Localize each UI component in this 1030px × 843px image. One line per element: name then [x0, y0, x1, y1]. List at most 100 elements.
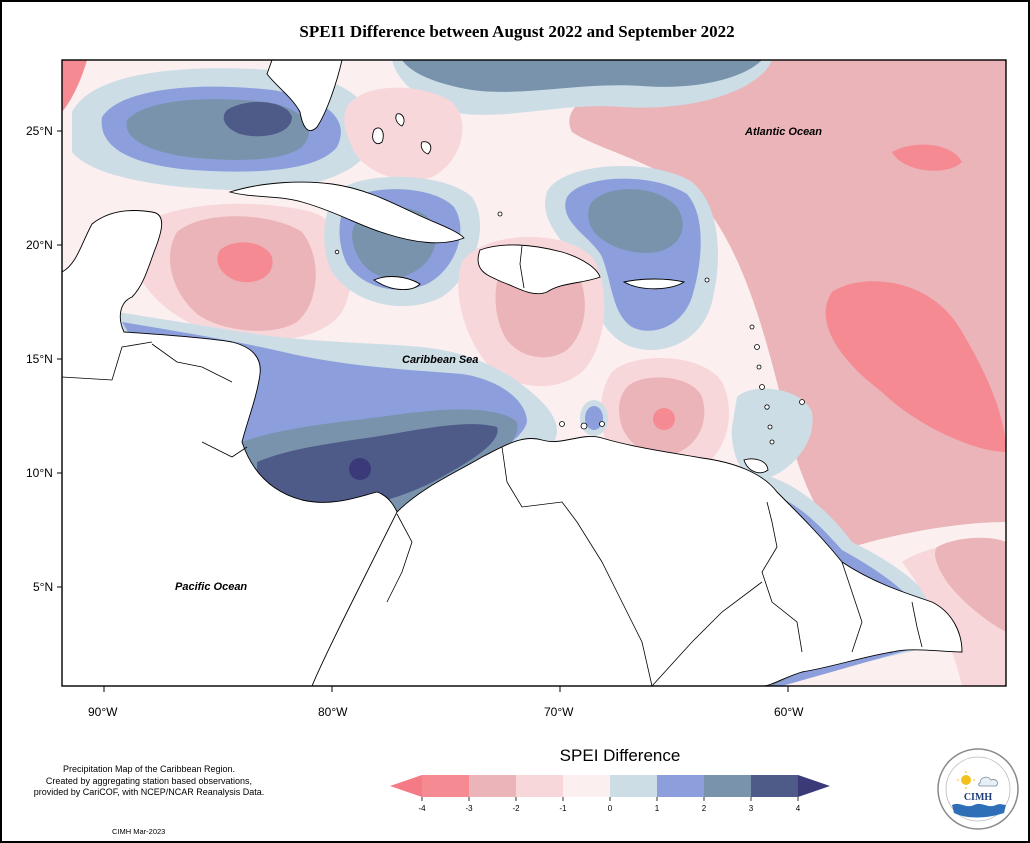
legend-title: SPEI Difference: [559, 746, 681, 765]
border-haiti-dr: [519, 245, 525, 289]
lat-axis: [57, 130, 62, 588]
legend-swatch: [422, 775, 469, 797]
credit-line: Precipitation Map of the Caribbean Regio…: [62, 764, 236, 774]
south-america-land: [311, 436, 963, 686]
west-caribbean-negative-peak: [217, 242, 273, 283]
lon-axis: [103, 686, 789, 692]
legend-tick-label: -3: [465, 804, 473, 813]
border-brazil: [651, 581, 763, 686]
island-st-lucia: [764, 404, 770, 410]
island-barbados: [799, 399, 805, 405]
island-martinique: [759, 384, 765, 390]
border-central-america-2: [201, 441, 248, 458]
island-cayman: [334, 249, 340, 255]
legend-swatch: [704, 775, 751, 797]
border-guyana-suriname: [841, 561, 863, 653]
legend-swatch: [657, 775, 704, 797]
map-frame: [61, 59, 1007, 687]
bahamas-island-2: [395, 113, 405, 127]
island-virgin-islands: [704, 277, 710, 283]
island-turks: [497, 211, 503, 217]
legend-colorbar: -4 -3 -2 -1 0 1 2 3 4: [390, 775, 830, 813]
legend-swatch: [610, 775, 657, 797]
bahamas-negative: [344, 87, 463, 181]
island-antigua: [749, 324, 755, 330]
atlantic-negative-north: [892, 144, 962, 171]
puerto-rico-land: [622, 278, 686, 290]
small-islands: [334, 211, 805, 445]
legend-swatch: [751, 775, 798, 797]
island-dominica: [756, 364, 762, 370]
label-atlantic-ocean: Atlantic Ocean: [744, 126, 822, 138]
lat-label-10n: 10°N: [26, 466, 53, 480]
cimh-logo: CIMH: [937, 748, 1019, 830]
legend-tick-label: -4: [418, 804, 426, 813]
lon-label-80w: 80°W: [318, 705, 348, 719]
atlantic-strong-negative: [825, 281, 1006, 452]
curacao-positive-core: [585, 406, 603, 430]
border-central-america-1: [151, 343, 233, 383]
credit-text: Precipitation Map of the Caribbean Regio…: [10, 764, 288, 799]
island-st-vincent: [767, 424, 773, 430]
lon-label-60w: 60°W: [774, 705, 804, 719]
border-venezuela-guyana: [761, 501, 803, 653]
lon-label-70w: 70°W: [544, 705, 574, 719]
sun-icon: [961, 775, 971, 785]
legend-tick-label: 0: [608, 804, 613, 813]
island-grenada: [769, 439, 775, 445]
nw-negative: [62, 60, 87, 112]
waves-icon: [952, 803, 1006, 818]
border-panama-colombia: [386, 513, 413, 603]
cloud-icon: [978, 776, 999, 787]
legend-tick-label: 4: [796, 804, 801, 813]
land-masses: [62, 60, 963, 686]
label-pacific-ocean: Pacific Ocean: [175, 581, 247, 593]
credit-line: Created by aggregating station based obs…: [45, 775, 253, 786]
legend-swatch: [516, 775, 563, 797]
legend-triangle-low: [390, 775, 422, 797]
logo-text: CIMH: [964, 792, 993, 803]
lat-label-15n: 15°N: [26, 352, 53, 366]
island-aruba: [559, 421, 565, 427]
border-suriname-french-guiana: [911, 601, 923, 648]
legend-tick-label: 3: [749, 804, 754, 813]
hispaniola-land: [477, 244, 601, 295]
map-panel: Atlantic Ocean Caribbean Sea Pacific Oce…: [62, 60, 1006, 686]
sw-caribbean-peak-dot: [349, 458, 371, 480]
pr-positive-core: [588, 189, 683, 253]
country-borders: [62, 245, 923, 686]
credit-line: provided by CariCOF, with NCEP/NCAR Rean…: [33, 787, 265, 797]
gulf-positive-peak: [223, 101, 292, 137]
legend-tick-label: 2: [702, 804, 707, 813]
island-guadeloupe: [754, 344, 760, 350]
date-stamp: CIMH Mar-2023: [112, 827, 166, 836]
legend-tick-label: -2: [512, 804, 520, 813]
north-positive-core: [402, 60, 762, 92]
cuba-land: [228, 181, 465, 244]
island-bonaire: [599, 421, 605, 427]
se-caribbean-negative-peak: [653, 408, 675, 430]
legend-tick-label: -1: [559, 804, 567, 813]
trinidad-land: [743, 458, 769, 474]
florida-land: [266, 60, 343, 131]
se-corner-negative-core: [935, 537, 1006, 632]
lat-label-20n: 20°N: [26, 238, 53, 252]
lat-label-5n: 5°N: [33, 580, 53, 594]
bahamas-island: [372, 127, 384, 145]
antilles-positive-strip: [731, 388, 813, 481]
page-title: SPEI1 Difference between August 2022 and…: [299, 22, 735, 41]
island-curacao: [580, 422, 588, 430]
border-mexico-guatemala: [62, 341, 153, 381]
lon-label-90w: 90°W: [88, 705, 118, 719]
lat-label-25n: 25°N: [26, 124, 53, 138]
bahamas-island-3: [420, 141, 432, 155]
atlantic-negative-ne: [900, 60, 1006, 152]
legend-triangle-high: [798, 775, 830, 797]
legend-tick-label: 1: [655, 804, 660, 813]
border-colombia-venezuela: [501, 446, 653, 686]
jamaica-land: [373, 276, 421, 290]
sw-caribbean-positive-peak: [257, 424, 498, 511]
legend-swatch: [563, 775, 610, 797]
